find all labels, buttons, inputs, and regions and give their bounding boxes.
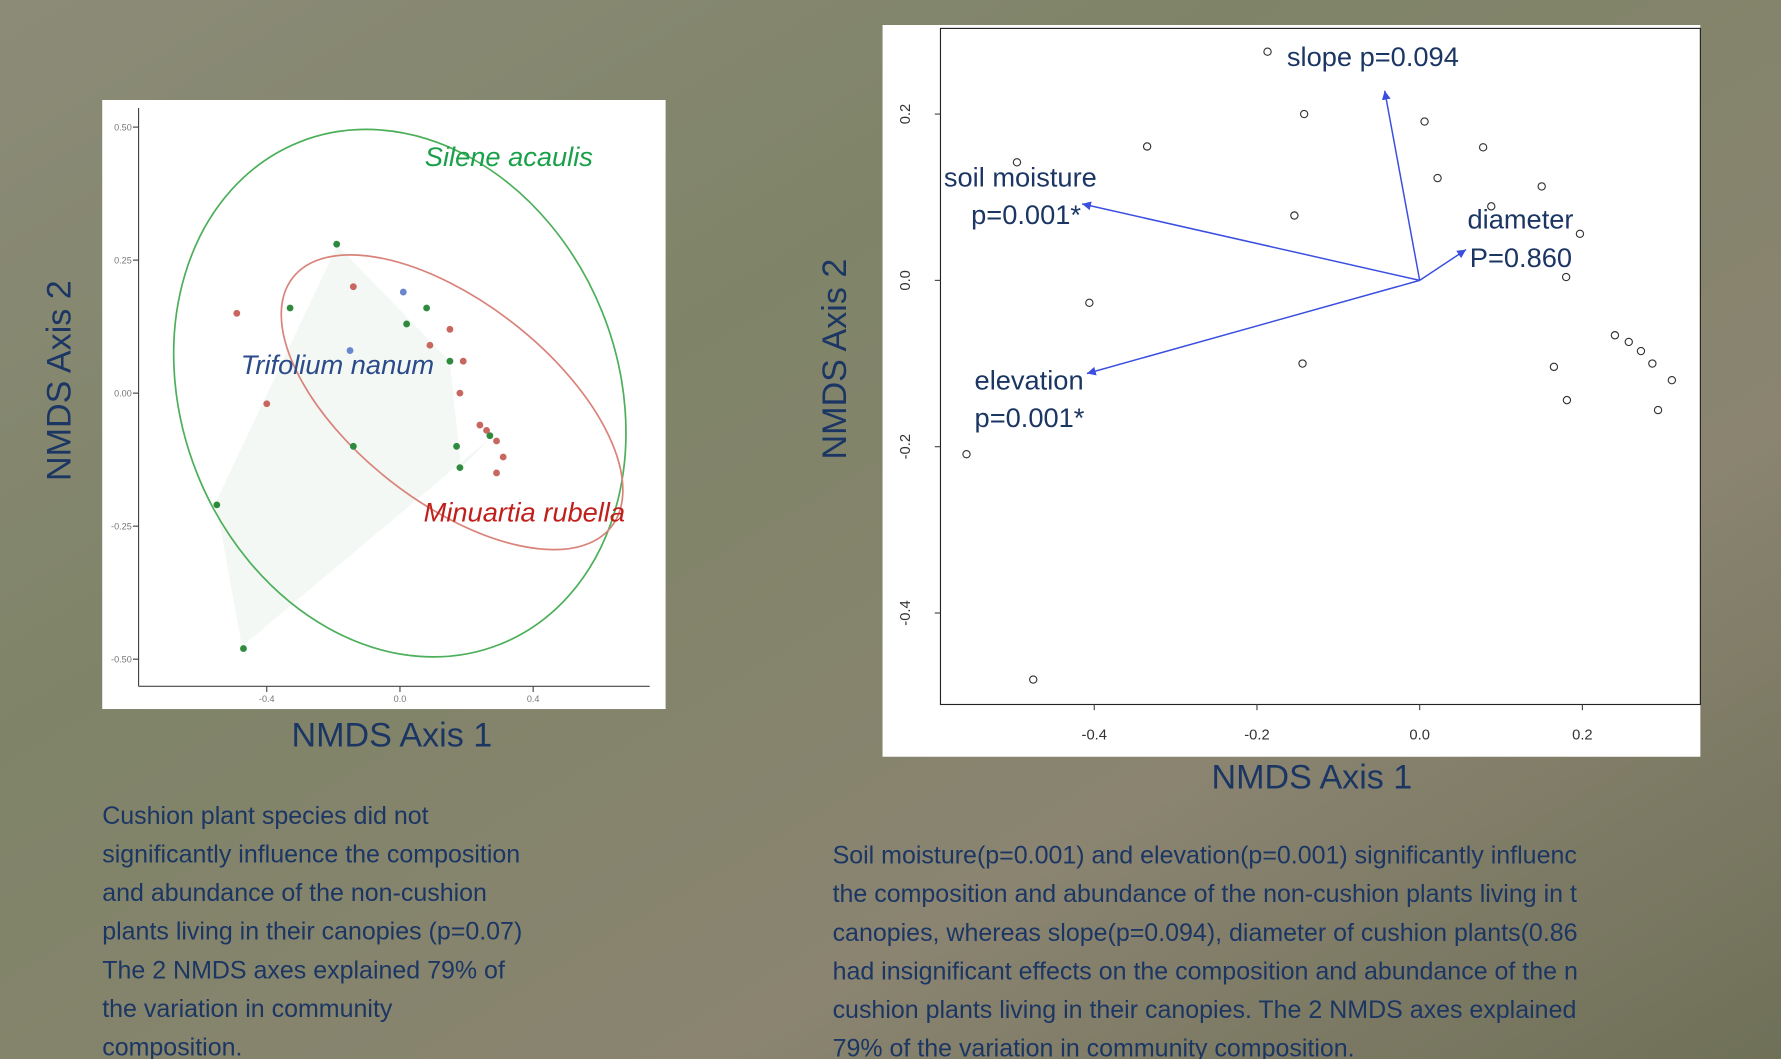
point: [476, 422, 483, 429]
x-tick-label: -0.4: [1082, 728, 1107, 744]
y-axis-title: NMDS Axis 2: [40, 280, 78, 481]
x-tick-label: 0.4: [527, 694, 540, 704]
y-tick-label: 0.2: [898, 104, 914, 125]
y-tick-label: -0.4: [898, 600, 914, 625]
vector-label: soil moisture: [944, 161, 1097, 192]
vector-label: slope p=0.094: [1287, 41, 1459, 72]
point: [493, 470, 500, 477]
caption-line: significantly influence the composition: [102, 840, 520, 868]
point: [350, 283, 357, 290]
caption-line: composition.: [102, 1034, 242, 1059]
point: [423, 305, 430, 312]
vector-label: P=0.860: [1470, 242, 1572, 273]
y-tick-label: -0.25: [111, 522, 132, 532]
vector-label: p=0.001*: [971, 199, 1081, 230]
y-tick-label: -0.50: [111, 655, 132, 665]
point: [453, 443, 460, 450]
series-label: Minuartia rubella: [424, 497, 625, 528]
caption-line: the variation in community: [102, 995, 393, 1023]
point: [213, 501, 220, 508]
point: [493, 438, 500, 445]
point: [350, 443, 357, 450]
point: [456, 390, 463, 397]
caption-line: and abundance of the non-cushion: [102, 879, 487, 907]
caption-line: cushion plants living in their canopies.…: [833, 996, 1577, 1024]
page: {"chart_data":[ {"type":"scatter","xlabe…: [0, 0, 1781, 1059]
y-tick-label: 0.25: [114, 256, 132, 266]
x-tick-label: -0.2: [1244, 728, 1269, 744]
point: [456, 464, 463, 471]
vector-label: elevation: [975, 365, 1084, 396]
caption-line: Cushion plant species did not: [102, 802, 428, 830]
point: [447, 326, 454, 333]
point: [400, 289, 407, 296]
x-tick-label: 0.0: [1409, 728, 1430, 744]
point: [500, 454, 507, 461]
point: [240, 645, 247, 652]
caption-line: plants living in their canopies (p=0.07): [102, 918, 522, 946]
caption-line: the composition and abundance of the non…: [833, 880, 1577, 908]
point: [460, 358, 467, 365]
caption-line: canopies, whereas slope(p=0.094), diamet…: [833, 919, 1578, 947]
point: [333, 241, 340, 248]
point: [403, 321, 410, 328]
point: [263, 400, 270, 407]
caption-line: had insignificant effects on the composi…: [833, 957, 1578, 985]
x-tick-label: 0.2: [1572, 728, 1593, 744]
series-label: Silene acaulis: [425, 141, 593, 172]
y-axis-title: NMDS Axis 2: [816, 259, 854, 460]
x-axis-title: NMDS Axis 1: [292, 717, 493, 755]
y-tick-label: 0.0: [898, 270, 914, 291]
x-axis-title: NMDS Axis 1: [1212, 759, 1413, 797]
y-tick-label: 0.00: [114, 389, 132, 399]
caption-line: 79% of the variation in community compos…: [833, 1035, 1355, 1059]
vector-label: diameter: [1468, 203, 1574, 234]
y-tick-label: -0.2: [898, 434, 914, 459]
series-label: Trifolium nanum: [241, 349, 434, 380]
point: [287, 305, 294, 312]
slide: -0.4 0.0 0.4 -0.50 -0.25 0.00 0.25 0.50 NMDS Axi…: [0, 0, 1781, 1059]
x-tick-label: -0.4: [259, 694, 275, 704]
point: [427, 342, 434, 349]
caption-line: Soil moisture(p=0.001) and elevation(p=0…: [833, 842, 1577, 870]
y-tick-label: 0.50: [114, 123, 132, 133]
point: [233, 310, 240, 317]
vector-label: p=0.001*: [975, 402, 1085, 433]
point: [447, 358, 454, 365]
x-tick-label: 0.0: [394, 694, 407, 704]
caption-line: The 2 NMDS axes explained 79% of: [102, 956, 505, 984]
point: [483, 427, 490, 434]
